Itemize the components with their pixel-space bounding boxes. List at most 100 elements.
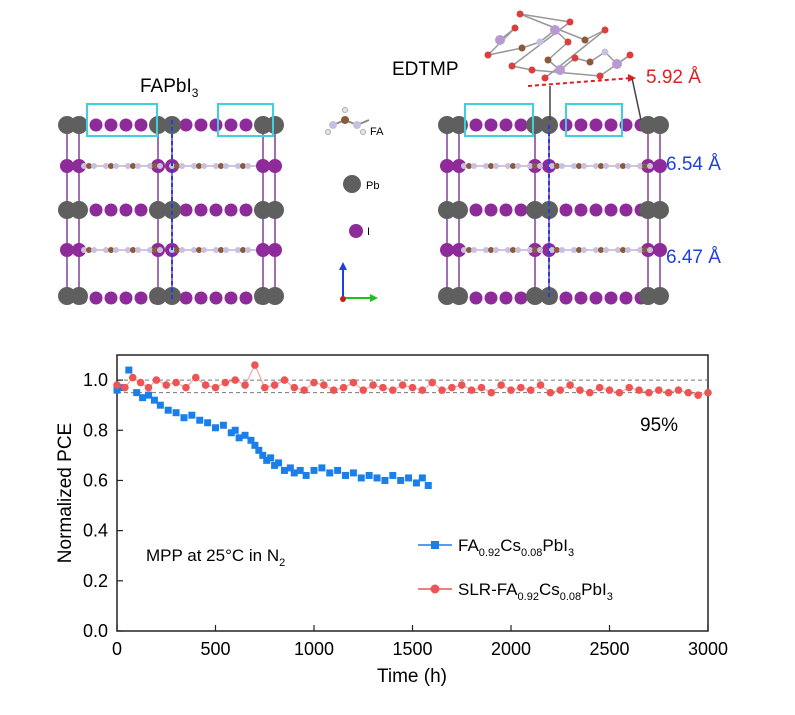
left-iodide-atom: [268, 243, 282, 257]
crystal-structures: FAPbI3 FA Pb I: [58, 10, 721, 305]
data-point: [211, 383, 220, 392]
left-fa-c-atom: [240, 247, 246, 253]
data-point: [139, 394, 147, 402]
right-fa-n-atom: [637, 163, 643, 169]
edtmp-atom: [511, 24, 519, 32]
data-point: [241, 381, 249, 389]
left-fa-n-atom: [201, 247, 207, 253]
right-iodide-atom: [452, 159, 466, 173]
data-point: [329, 386, 338, 394]
right-fa-c-atom: [510, 163, 516, 169]
edtmp-atom: [544, 56, 552, 64]
data-point: [247, 436, 255, 444]
left-fa-n-atom: [91, 163, 97, 169]
series-layer: [113, 361, 712, 489]
left-fa-n-atom: [147, 247, 153, 253]
left-fa-n-atom: [191, 163, 197, 169]
left-iodide-atom: [119, 203, 133, 217]
right-fa-c-atom: [466, 247, 472, 253]
data-point: [280, 466, 288, 474]
left-fa-n-atom: [113, 247, 119, 253]
right-lead-atom: [651, 287, 669, 305]
right-iodide-atom: [499, 203, 513, 217]
data-point: [457, 381, 466, 389]
left-iodide-atom: [119, 291, 133, 305]
pb-atom-icon: [343, 175, 361, 193]
right-fa-n-atom: [537, 163, 543, 169]
data-point: [556, 386, 565, 394]
left-iodide-atom: [194, 291, 208, 305]
blue-distance-upper: 6.54 Å: [666, 154, 721, 175]
right-iodide-atom: [604, 203, 618, 217]
edtmp-atom: [555, 65, 565, 75]
right-iodide-atom: [484, 203, 498, 217]
data-point: [379, 383, 387, 392]
data-point: [389, 471, 397, 479]
data-point: [467, 386, 476, 394]
edtmp-atom: [484, 51, 492, 59]
data-point: [121, 383, 129, 392]
data-point: [334, 466, 342, 474]
left-fa-c-atom: [86, 247, 92, 253]
data-point: [654, 386, 663, 394]
data-point: [150, 396, 158, 404]
edtmp-atom: [550, 25, 560, 35]
left-lead-atom: [163, 116, 181, 134]
anchor-line-2: [631, 77, 642, 121]
data-point: [267, 454, 275, 462]
left-fa-n-atom: [157, 163, 163, 169]
data-point: [219, 421, 227, 429]
edtmp-bond: [547, 41, 569, 61]
right-fa-n-atom: [549, 247, 555, 253]
edtmp-atom: [581, 36, 589, 44]
right-box-2: [565, 103, 623, 137]
right-iodide-atom: [559, 203, 573, 217]
right-fa-c-atom: [620, 247, 626, 253]
right-fa-n-atom: [647, 163, 653, 169]
data-point: [418, 474, 426, 482]
right-lead-atom: [651, 116, 669, 134]
data-point: [615, 388, 624, 397]
right-iodide-atom: [574, 203, 588, 217]
left-fa-n-atom: [125, 163, 131, 169]
data-point: [296, 466, 304, 474]
left-box-1: [86, 103, 158, 137]
left-fa-n-atom: [245, 247, 251, 253]
y-tick-label: 0.6: [83, 470, 108, 490]
right-fa-c-atom: [488, 247, 494, 253]
legend-label: SLR-FA0.92Cs0.08PbI3: [458, 580, 613, 603]
right-iodide-atom: [574, 291, 588, 305]
left-iodide-atom: [268, 159, 282, 173]
right-fa-n-atom: [615, 247, 621, 253]
x-tick-label: 1000: [294, 639, 334, 659]
right-fa-n-atom: [603, 247, 609, 253]
legend-pb-label: Pb: [366, 180, 379, 192]
left-iodide-atom: [72, 243, 86, 257]
pce-chart: 0 500 1000 1500 2000 2500 3000 0.0 0.2 0.4 0.6 0.8…: [55, 354, 728, 687]
axes-icon: [339, 262, 378, 302]
left-lead-atom: [70, 116, 88, 134]
data-point: [418, 386, 427, 394]
data-point: [275, 459, 283, 467]
data-point: [424, 481, 432, 489]
data-point: [586, 388, 594, 397]
left-structure-title: FAPbI3: [140, 76, 199, 100]
left-iodide-atom: [256, 243, 270, 257]
data-point: [182, 383, 190, 392]
right-iodide-atom: [440, 243, 454, 257]
left-fa-n-atom: [235, 247, 241, 253]
left-iodide-atom: [179, 291, 193, 305]
left-fa-n-atom: [81, 247, 87, 253]
data-point: [260, 383, 269, 392]
data-point: [280, 376, 289, 384]
right-fa-n-atom: [505, 247, 511, 253]
right-fa-n-atom: [537, 247, 543, 253]
right-fa-n-atom: [637, 247, 643, 253]
edtmp-atom: [571, 54, 579, 62]
data-point: [128, 373, 137, 382]
right-fa-c-atom: [488, 163, 494, 169]
annotation-95: 95%: [640, 415, 678, 436]
right-fa-n-atom: [515, 163, 521, 169]
right-fa-c-atom: [532, 163, 538, 169]
